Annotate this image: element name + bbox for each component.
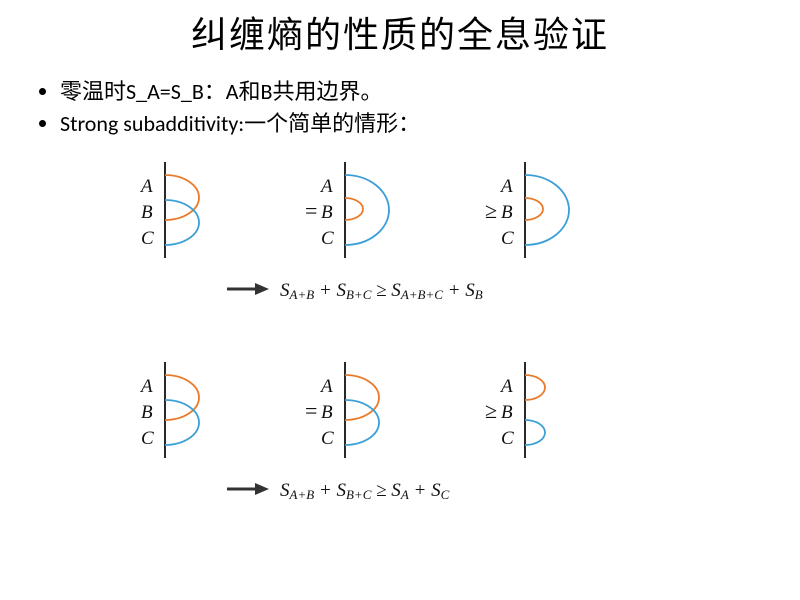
- bullet-list: 零温时S_A=S_B：A和B共用边界。 Strong subadditivity…: [0, 76, 800, 140]
- abc-labels: ABC: [501, 174, 514, 252]
- panel-svg: [345, 160, 465, 260]
- arc-orange: [345, 198, 363, 220]
- diagram-panel: ABC: [525, 360, 645, 460]
- arc-blue: [525, 420, 545, 445]
- panel-svg: [345, 360, 465, 460]
- arc-blue: [165, 400, 199, 445]
- inequality-equation: SA+B + SB+C ≥ SA + SC: [280, 480, 449, 503]
- diagram-panel: ABC: [345, 360, 465, 460]
- arc-blue: [165, 200, 199, 245]
- diagram-panel: ABC: [345, 160, 465, 260]
- inequality-equation: SA+B + SB+C ≥ SA+B+C + SB: [280, 280, 483, 303]
- abc-labels: ABC: [321, 374, 334, 452]
- arrow-icon: [225, 282, 269, 296]
- arc-blue: [345, 175, 389, 245]
- figure-area: ABCABCABC=≥SA+B + SB+C ≥ SA+B+C + SBABCA…: [120, 160, 680, 580]
- abc-labels: ABC: [501, 374, 514, 452]
- abc-labels: ABC: [141, 174, 154, 252]
- arrow-icon: [225, 482, 269, 496]
- equals-sign: =: [305, 398, 317, 424]
- arc-orange: [525, 198, 543, 220]
- arc-blue: [525, 175, 569, 245]
- diagram-panel: ABC: [525, 160, 645, 260]
- arc-blue: [345, 400, 379, 445]
- panel-svg: [525, 160, 645, 260]
- abc-labels: ABC: [321, 174, 334, 252]
- panel-svg: [525, 360, 645, 460]
- equals-sign: =: [305, 198, 317, 224]
- diagram-panel: ABC: [165, 360, 285, 460]
- bullet-item: Strong subadditivity:一个简单的情形：: [60, 108, 800, 140]
- panel-svg: [165, 160, 285, 260]
- bullet-item: 零温时S_A=S_B：A和B共用边界。: [60, 76, 800, 108]
- geq-sign: ≥: [485, 398, 497, 424]
- geq-sign: ≥: [485, 198, 497, 224]
- diagram-panel: ABC: [165, 160, 285, 260]
- arc-orange: [165, 375, 199, 420]
- arc-orange: [525, 375, 545, 400]
- page-title: 纠缠熵的性质的全息验证: [0, 0, 800, 58]
- abc-labels: ABC: [141, 374, 154, 452]
- arc-orange: [165, 175, 199, 220]
- diagram-row: ABC ABC ABC = ≥: [120, 160, 680, 270]
- arc-orange: [345, 375, 379, 420]
- panel-svg: [165, 360, 285, 460]
- diagram-row: ABC ABC ABC = ≥: [120, 360, 680, 470]
